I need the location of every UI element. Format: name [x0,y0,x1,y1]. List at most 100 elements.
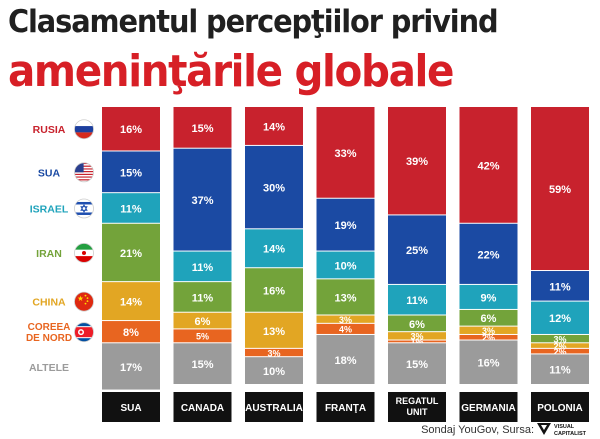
category-label: SUA [120,403,141,414]
data-label: 6% [409,319,425,331]
data-label: 15% [120,167,142,179]
bar-segment-china-regatul-unit [388,332,446,340]
bar-segment-rusia-franta [316,107,375,198]
bar-segment-iran-franta [316,279,375,315]
data-label: 3% [553,334,566,344]
data-label: 3% [339,315,352,325]
data-label: 6% [481,313,497,325]
bar-segment-sua-germania [459,223,518,284]
bar-segment-china-canada [173,312,232,329]
bar-segment-coreea-de-nord-regatul-unit [388,340,446,343]
data-label: 9% [481,292,497,304]
data-label: 14% [120,297,142,309]
category-label-box [531,392,589,422]
data-label: 4% [339,325,352,335]
bar-segment-israel-polonia [531,301,589,334]
data-label: 11% [192,292,214,304]
svg-text:CAPITALIST: CAPITALIST [554,431,587,437]
data-label: 13% [334,292,356,304]
data-label: 3% [267,348,280,358]
bar-segment-rusia-germania [459,107,518,223]
category-label: AUSTRALIA [245,403,303,414]
legend-label-israel: ISRAEL [30,203,69,215]
data-label: 5% [196,332,209,342]
data-label: 3% [482,326,495,336]
category-label-box [102,392,160,422]
bar-segment-coreea-de-nord-australia [245,348,303,357]
data-label: 15% [406,359,428,371]
data-label: 18% [334,355,356,367]
data-label: 22% [477,249,499,261]
legend-label-altele: ALTELE [29,362,69,374]
data-label: 14% [263,244,285,256]
data-label: 16% [120,124,142,136]
category-label-box [459,392,518,422]
category-label: GERMANIA [461,403,515,414]
data-label: 2% [553,341,566,351]
category-label: POLONIA [537,403,583,414]
category-label-box [388,392,446,422]
category-label-box [316,392,375,422]
bar-segment-coreea-de-nord-canada [173,329,232,343]
usa-flag-icon [74,162,94,182]
bar-segment-iran-polonia [531,334,589,343]
data-label: 14% [263,121,285,133]
legend-label-sua: SUA [38,167,61,179]
bar-segment-israel-franta [316,251,375,279]
category-label: REGATUL [396,396,439,406]
data-label: 11% [549,281,571,293]
bar-segment-rusia-sua [102,107,160,151]
category-label: CANADA [181,403,224,414]
bar-segment-china-australia [245,312,303,348]
legend-label-coreea-de-nord: DE NORD [26,333,72,344]
data-label: 6% [195,316,211,328]
category-label: FRANŢA [325,403,366,414]
data-label: 15% [191,359,213,371]
data-label: 39% [406,156,428,168]
china-flag-icon [74,292,94,312]
data-label: 15% [191,123,213,135]
data-label: 25% [406,245,428,257]
bar-segment-china-polonia [531,343,589,348]
bar-segment-sua-franta [316,198,375,251]
data-label: 21% [120,248,142,260]
data-label: 10% [263,366,285,378]
north-korea-flag-icon-ring [74,322,94,343]
category-label: UNIT [407,407,428,417]
data-label: 59% [549,184,571,196]
bar-segment-israel-australia [245,229,303,268]
iran-flag-icon [74,243,94,263]
bar-segment-iran-germania [459,309,518,326]
usa-flag-icon-ring [74,162,94,183]
bar-segment-iran-canada [173,282,232,312]
data-label: 2% [553,347,566,357]
chart-title-line2: ameninţările globale [8,46,454,97]
data-label: 11% [192,262,214,274]
bar-segment-israel-regatul-unit [388,284,446,315]
bar-segment-china-franta [316,315,375,323]
bar-segment-altele-germania [459,340,518,384]
chart-title-line1: Clasamentul percepţiilor privind [8,4,499,40]
bar-segment-iran-sua [102,223,160,282]
data-label: 17% [120,362,142,374]
source-note: Sondaj YouGov, Sursa: [421,424,534,436]
bar-segment-rusia-australia [245,107,303,145]
data-label: 42% [477,160,499,172]
bar-segment-rusia-polonia [531,107,589,271]
data-label: 30% [263,183,285,195]
bar-segment-coreea-de-nord-sua [102,321,160,343]
data-label: 11% [549,365,571,377]
bar-segment-israel-sua [102,193,160,223]
bar-segment-sua-australia [245,145,303,229]
data-label: 11% [120,203,142,215]
russia-flag-icon-ring [74,119,94,140]
legend-label-china: CHINA [32,297,66,309]
bar-segment-coreea-de-nord-germania [459,334,518,340]
data-label: 16% [263,285,285,297]
data-label: 2% [482,333,495,343]
data-label: 13% [263,326,285,338]
bar-segment-sua-canada [173,148,232,251]
data-label: 12% [549,313,571,325]
bar-segment-altele-polonia [531,354,589,384]
